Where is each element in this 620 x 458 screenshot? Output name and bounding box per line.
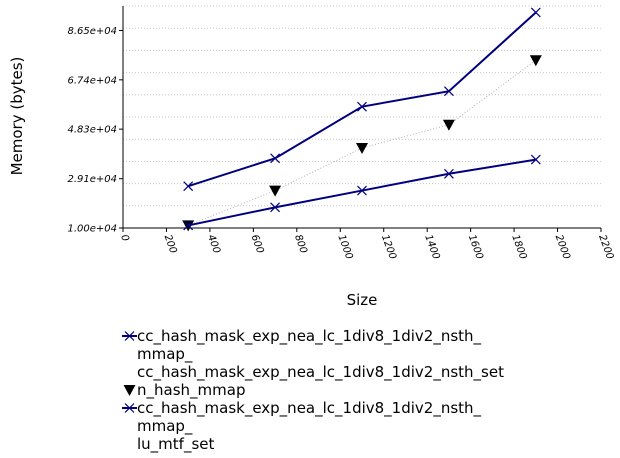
x-tick-label: 1800 bbox=[509, 233, 528, 261]
legend: cc_hash_mask_exp_nea_lc_1div8_1div2_nsth… bbox=[122, 327, 504, 454]
y-tick-label: 4.83e+04 bbox=[67, 125, 117, 136]
x-tick-label: 400 bbox=[205, 233, 222, 255]
x-tick-label: 600 bbox=[249, 233, 266, 255]
x-marker bbox=[357, 101, 367, 112]
x-marker bbox=[443, 168, 454, 179]
x-tick-label: 2000 bbox=[553, 233, 572, 261]
x-marker bbox=[270, 202, 281, 213]
y-ticks: 1.00e+04 2.91e+04 4.83e+04 6.74e+04 8.65e+04 bbox=[67, 26, 123, 235]
legend-label: cc_hash_mask_exp_nea_lc_1div8_1div2_nsth… bbox=[137, 327, 482, 346]
x-tick-label: 0 bbox=[118, 233, 131, 243]
legend-label: n_hash_mmap bbox=[137, 381, 245, 400]
triangle-marker bbox=[356, 142, 368, 154]
x-marker bbox=[124, 403, 135, 413]
series-line bbox=[187, 59, 537, 226]
series-3 bbox=[183, 154, 541, 231]
triangle-marker bbox=[442, 119, 455, 131]
legend-item-3: cc_hash_mask_exp_nea_lc_1div8_1div2_nsth… bbox=[122, 399, 482, 454]
triangle-marker bbox=[529, 55, 542, 67]
legend-label: mmap_ bbox=[137, 345, 193, 364]
series-1 bbox=[183, 7, 541, 192]
y-tick-label: 2.91e+04 bbox=[67, 174, 117, 185]
triangle-marker bbox=[123, 385, 136, 396]
series-line bbox=[187, 11, 537, 188]
x-tick-label: 800 bbox=[292, 233, 309, 255]
x-tick-label: 2200 bbox=[596, 233, 615, 261]
y-tick-label: 6.74e+04 bbox=[67, 75, 117, 86]
x-axis-title: Size bbox=[347, 291, 378, 309]
legend-item-2: n_hash_mmap bbox=[123, 381, 245, 400]
legend-item-1: cc_hash_mask_exp_nea_lc_1div8_1div2_nsth… bbox=[122, 327, 504, 382]
x-marker bbox=[183, 220, 194, 231]
x-tick-label: 1000 bbox=[335, 233, 354, 261]
series-2 bbox=[182, 55, 542, 232]
x-marker bbox=[124, 331, 135, 341]
legend-label: cc_hash_mask_exp_nea_lc_1div8_1div2_nsth… bbox=[137, 363, 504, 382]
triangle-marker bbox=[269, 185, 282, 197]
legend-label: lu_mtf_set bbox=[137, 435, 214, 454]
x-tick-label: 200 bbox=[162, 233, 179, 255]
y-axis-title: Memory (bytes) bbox=[8, 57, 26, 176]
y-tick-label: 1.00e+04 bbox=[67, 224, 117, 235]
x-tick-label: 1400 bbox=[422, 233, 441, 261]
series-layer bbox=[182, 7, 542, 232]
x-marker bbox=[530, 154, 541, 165]
x-marker bbox=[357, 185, 367, 196]
legend-label: mmap_ bbox=[137, 417, 193, 436]
x-marker bbox=[443, 86, 454, 97]
x-marker bbox=[183, 181, 194, 192]
legend-label: cc_hash_mask_exp_nea_lc_1div8_1div2_nsth… bbox=[137, 399, 482, 418]
axes bbox=[122, 6, 601, 229]
x-marker bbox=[530, 7, 541, 18]
x-marker bbox=[270, 153, 281, 164]
x-tick-label: 1200 bbox=[379, 233, 398, 261]
y-tick-label: 8.65e+04 bbox=[67, 26, 117, 37]
x-tick-label: 1600 bbox=[466, 233, 485, 261]
x-ticks: 0 200 400 600 800 1000 1200 1400 1600 1800 2000 220… bbox=[118, 228, 615, 261]
